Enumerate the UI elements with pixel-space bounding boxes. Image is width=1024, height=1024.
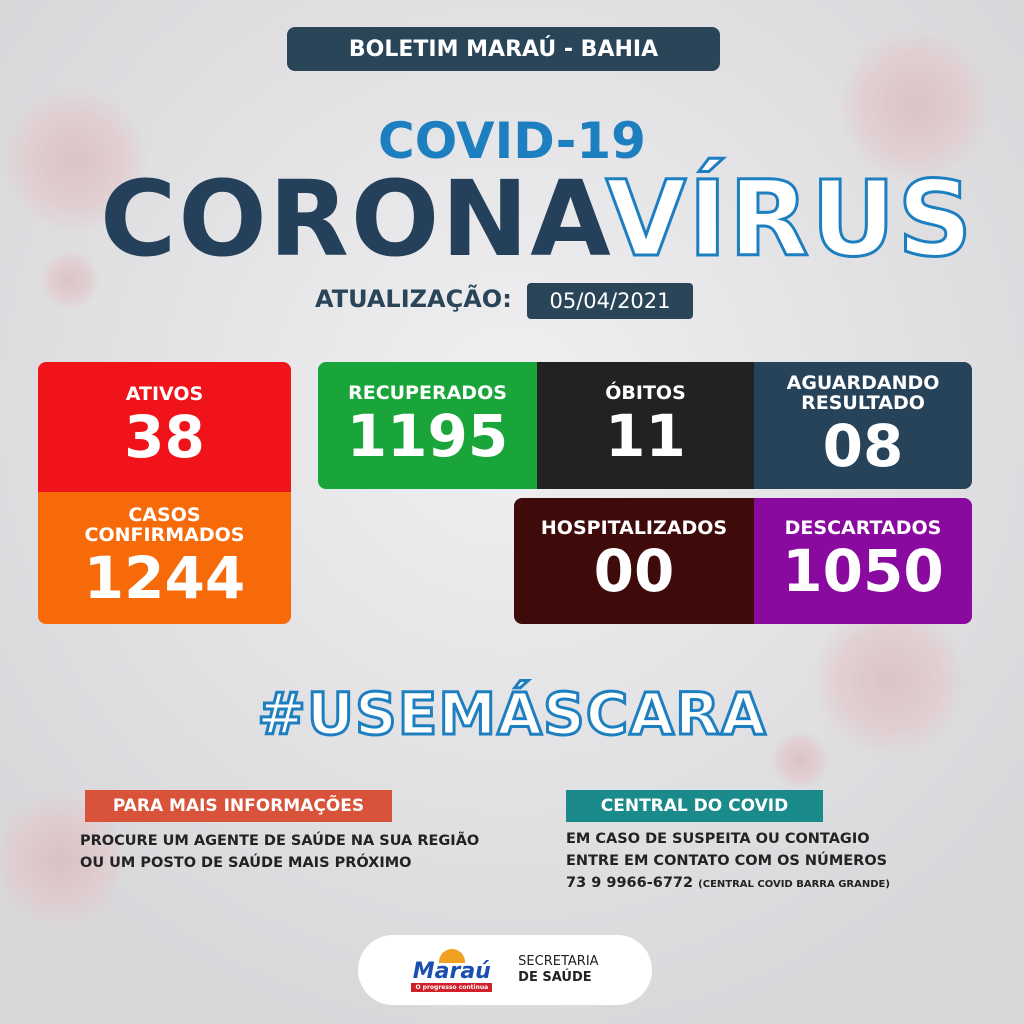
card-recuperados: RECUPERADOS 1195 [318,362,537,489]
covid-heading: COVID-19 [378,112,646,170]
sun-icon [438,948,465,963]
virus-decoration [770,730,830,790]
card-obitos: ÓBITOS 11 [537,362,754,489]
card-label: ÓBITOS [605,381,686,404]
card-aguardando: AGUARDANDO RESULTADO 08 [754,362,972,489]
virus-decoration [40,250,100,310]
virus-text: VÍRUS [604,157,975,282]
card-value: 11 [605,401,686,470]
corona-text: CORONA [100,158,606,280]
card-value: 1050 [782,537,944,605]
central-title: CENTRAL DO COVID [566,790,823,822]
logo-slogan: O progresso continua [411,982,493,992]
central-phone: 73 9 9966-6772 [566,875,694,891]
card-label: HOSPITALIZADOS [540,517,728,539]
virus-decoration [810,600,970,760]
department: SECRETARIA DE SAÚDE [518,954,598,986]
logo-text: Maraú [412,958,491,984]
update-label: ATUALIZAÇÃO: [315,285,512,313]
card-label: ATIVOS [125,383,204,405]
update-date: 05/04/2021 [527,283,693,319]
card-confirmados: CASOS CONFIRMADOS 1244 [38,492,291,624]
hashtag: #USEMÁSCARA [256,679,767,750]
coronavirus-heading: CORONAVÍRUS [100,157,975,282]
card-descartados: DESCARTADOS 1050 [754,498,972,624]
footer-logo-pill: Maraú O progresso continua SECRETARIA DE … [358,935,652,1005]
card-hospitalizados: HOSPITALIZADOS 00 [514,498,754,624]
card-label: AGUARDANDO RESULTADO [786,371,940,414]
card-ativos: ATIVOS 38 [38,362,291,492]
card-label: CASOS CONFIRMADOS [84,504,245,546]
marau-logo: Maraú O progresso continua [411,948,493,992]
info-title: PARA MAIS INFORMAÇÕES [85,790,392,822]
info-text: PROCURE UM AGENTE DE SAÚDE NA SUA REGIÃO… [80,830,479,874]
central-phone-note: (CENTRAL COVID BARRA GRANDE) [698,879,890,890]
card-value: 00 [593,537,675,605]
dept-line: DE SAÚDE [518,970,592,985]
card-value: 1195 [346,401,509,470]
central-line: ENTRE EM CONTATO COM OS NÚMEROS [566,853,888,869]
card-label: RECUPERADOS [348,381,507,404]
info-line: OU UM POSTO DE SAÚDE MAIS PRÓXIMO [80,855,412,871]
dept-line: SECRETARIA [518,954,599,969]
central-text: EM CASO DE SUSPEITA OU CONTAGIO ENTRE EM … [566,828,890,896]
virus-decoration [835,25,995,185]
card-label: DESCARTADOS [784,517,942,539]
card-value: 1244 [83,544,246,612]
virus-decoration [0,85,150,235]
card-value: 38 [124,403,205,471]
info-line: PROCURE UM AGENTE DE SAÚDE NA SUA REGIÃO [80,833,480,849]
central-line: EM CASO DE SUSPEITA OU CONTAGIO [566,831,870,847]
card-value: 08 [822,411,904,480]
bulletin-title: BOLETIM MARAÚ - BAHIA [287,27,720,71]
